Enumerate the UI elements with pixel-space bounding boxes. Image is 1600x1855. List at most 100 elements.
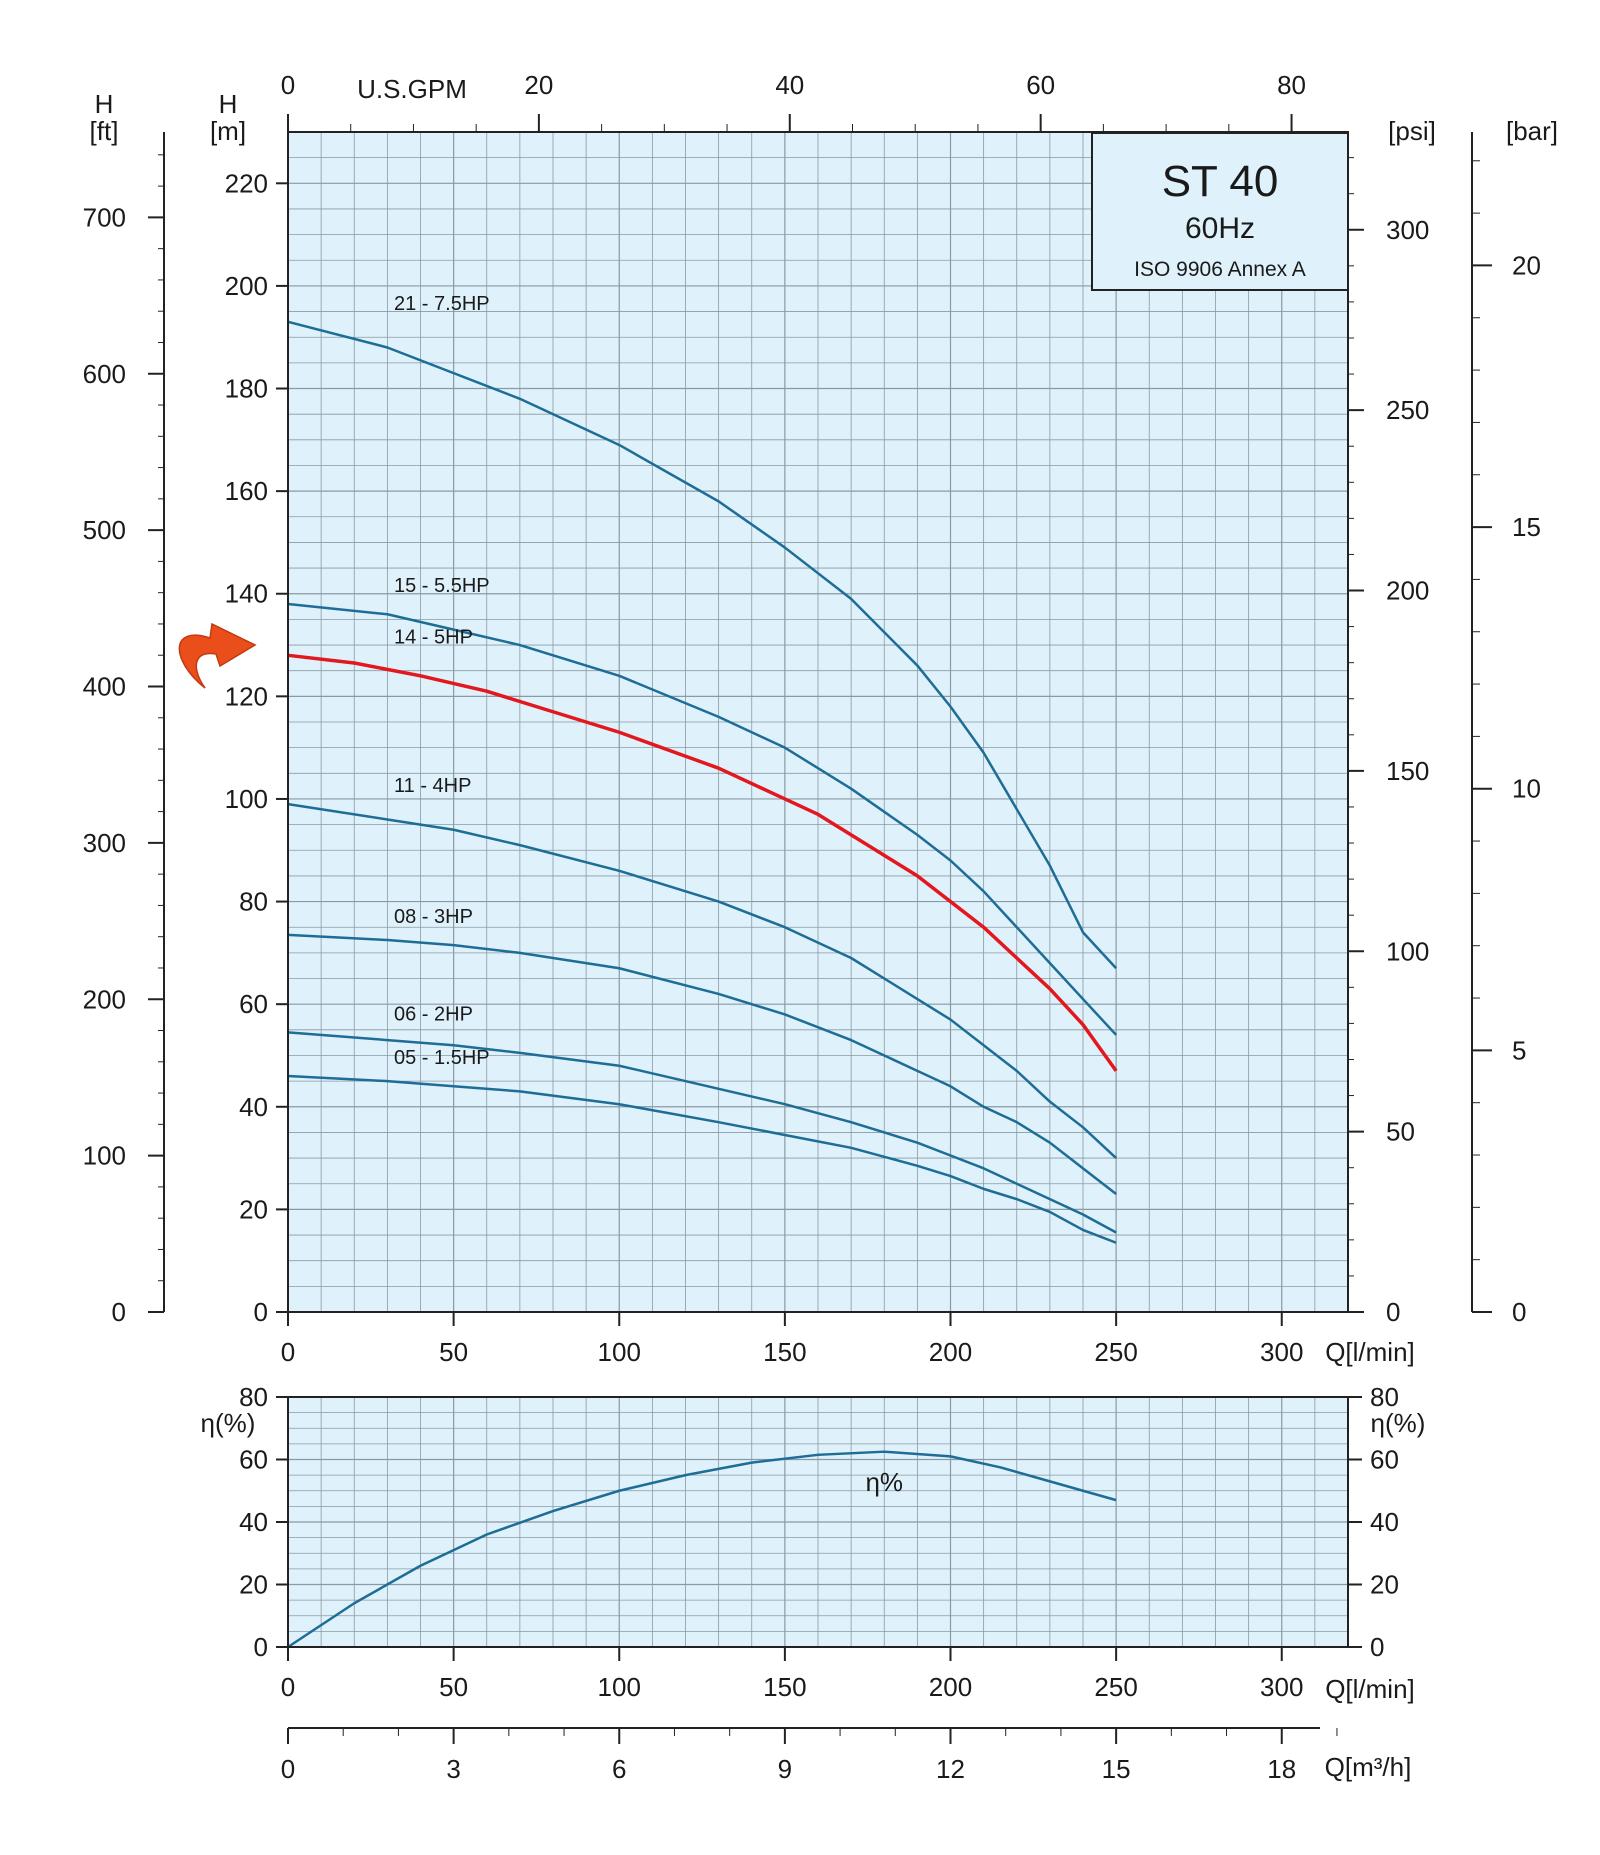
pump-curve-11-4hp <box>287 802 1117 1160</box>
pump-curve-06-2hp <box>287 1031 1117 1234</box>
curved-arrow-icon <box>178 622 257 689</box>
m-tick-label: 80 <box>239 887 268 917</box>
psi-tick-label: 100 <box>1386 936 1429 966</box>
efficiency-curve-label: η% <box>865 1467 903 1497</box>
efficiency-axis-title-right: η(%) <box>1371 1408 1426 1438</box>
curve-label: 14 - 5HP <box>394 626 473 648</box>
ft-tick-label: 100 <box>83 1141 126 1171</box>
m-tick-label: 60 <box>239 989 268 1019</box>
gpm-axis-title: U.S.GPM <box>357 74 467 104</box>
pump-curve-21-7-5hp <box>287 320 1118 970</box>
bar-axis: 0 5 10 15 20 <box>1471 132 1541 1327</box>
m-tick-label: 100 <box>225 784 268 814</box>
m-tick-label: 160 <box>225 476 268 506</box>
flow-tick-label: 0 <box>281 1337 295 1367</box>
frequency-label: 60Hz <box>1185 212 1255 245</box>
psi-tick-label: 250 <box>1386 395 1429 425</box>
m3h-tick-label: 3 <box>446 1754 460 1784</box>
bar-tick-label: 5 <box>1512 1035 1526 1065</box>
m-axis-title-unit: [m] <box>210 116 246 146</box>
eff-left-tick-label: 20 <box>239 1570 268 1600</box>
psi-tick-label: 0 <box>1386 1297 1400 1327</box>
gpm-axis: 0 20 40 60 80 <box>281 70 1306 132</box>
ft-axis: 0 100 200 300 400 500 600 700 <box>83 132 165 1327</box>
efficiency-curve <box>287 1450 1117 1649</box>
m3h-tick-label: 12 <box>936 1754 965 1784</box>
gpm-tick-label: 40 <box>775 70 804 100</box>
pump-curve-05-1-5hp <box>287 1074 1117 1244</box>
efficiency-axis-right: 0 20 40 60 80 <box>1348 1382 1399 1662</box>
ft-tick-label: 600 <box>83 359 126 389</box>
m-tick-label: 180 <box>225 374 268 404</box>
flow-tick-label: 150 <box>763 1337 806 1367</box>
eff-left-tick-label: 0 <box>254 1632 268 1662</box>
model-title: ST 40 <box>1162 157 1279 206</box>
ft-tick-label: 300 <box>83 828 126 858</box>
curve-label: 08 - 3HP <box>394 906 473 928</box>
m-tick-label: 140 <box>225 579 268 609</box>
psi-tick-label: 300 <box>1386 215 1429 245</box>
eff-flow-tick-label: 150 <box>763 1672 806 1702</box>
m3h-axis-title: Q[m³/h] <box>1325 1752 1412 1782</box>
flow-tick-label: 100 <box>598 1337 641 1367</box>
eff-flow-tick-label: 0 <box>281 1672 295 1702</box>
eff-right-tick-label: 60 <box>1370 1445 1399 1475</box>
head-plot-grid <box>288 132 1348 1312</box>
flow-axis-main: 0 50 100 150 200 250 300 <box>281 1312 1303 1367</box>
flow-tick-label: 300 <box>1260 1337 1303 1367</box>
m-tick-label: 120 <box>225 681 268 711</box>
m3h-tick-label: 18 <box>1267 1754 1296 1784</box>
eff-left-tick-label: 40 <box>239 1507 268 1537</box>
flow-axis-title-main: Q[l/min] <box>1325 1337 1415 1367</box>
head-curves: 21 - 7.5HP 15 - 5.5HP 14 - 5HP 11 - 4HP 08 -… <box>287 293 1118 1244</box>
eff-left-tick-label: 80 <box>239 1382 268 1412</box>
flow-tick-label: 50 <box>439 1337 468 1367</box>
m3h-tick-label: 15 <box>1102 1754 1131 1784</box>
bar-axis-title: [bar] <box>1506 116 1558 146</box>
pump-curve-14-5hp <box>287 653 1118 1072</box>
eff-flow-tick-label: 300 <box>1260 1672 1303 1702</box>
pump-curve-15-5-5hp <box>287 602 1118 1036</box>
curve-label: 06 - 2HP <box>394 1003 473 1025</box>
efficiency-axis-left: 0 20 40 60 80 <box>239 1382 288 1662</box>
ft-tick-label: 500 <box>83 515 126 545</box>
m-tick-label: 220 <box>225 168 268 198</box>
efficiency-curve-group: η% <box>287 1450 1117 1649</box>
psi-tick-label: 50 <box>1386 1117 1415 1147</box>
ft-axis-title-h: H <box>95 89 114 119</box>
flow-axis-title-efficiency: Q[l/min] <box>1325 1674 1415 1704</box>
m-tick-label: 200 <box>225 271 268 301</box>
bar-tick-label: 10 <box>1512 774 1541 804</box>
m3h-tick-label: 9 <box>778 1754 792 1784</box>
eff-right-tick-label: 40 <box>1370 1507 1399 1537</box>
m-tick-label: 0 <box>254 1297 268 1327</box>
m-tick-label: 20 <box>239 1194 268 1224</box>
eff-flow-tick-label: 200 <box>929 1672 972 1702</box>
m3h-axis: 0 3 6 9 12 15 18 <box>281 1727 1338 1784</box>
m3h-tick-label: 0 <box>281 1754 295 1784</box>
eff-left-tick-label: 60 <box>239 1445 268 1475</box>
ft-tick-label: 200 <box>83 984 126 1014</box>
bar-tick-label: 15 <box>1512 512 1541 542</box>
gpm-tick-label: 60 <box>1026 70 1055 100</box>
efficiency-axis-title-left: η(%) <box>201 1408 256 1438</box>
gpm-tick-label: 80 <box>1277 70 1306 100</box>
flow-tick-label: 250 <box>1094 1337 1137 1367</box>
efficiency-plot-grid <box>288 1397 1348 1647</box>
m-axis-title-h: H <box>219 89 238 119</box>
info-box: ST 40 60Hz ISO 9906 Annex A <box>1091 132 1349 291</box>
standard-label: ISO 9906 Annex A <box>1134 258 1306 281</box>
curve-label: 21 - 7.5HP <box>394 293 490 315</box>
psi-tick-label: 150 <box>1386 756 1429 786</box>
curve-label: 15 - 5.5HP <box>394 575 490 597</box>
curve-label: 11 - 4HP <box>394 775 471 797</box>
gpm-tick-label: 20 <box>524 70 553 100</box>
gpm-tick-label: 0 <box>281 70 295 100</box>
flow-axis-efficiency: 0 50 100 150 200 250 300 <box>281 1647 1303 1702</box>
eff-flow-tick-label: 100 <box>598 1672 641 1702</box>
ft-tick-label: 700 <box>83 202 126 232</box>
meter-axis: 0 20 40 60 80 100 120 140 160 180 200 220 <box>225 132 289 1327</box>
eff-flow-tick-label: 50 <box>439 1672 468 1702</box>
